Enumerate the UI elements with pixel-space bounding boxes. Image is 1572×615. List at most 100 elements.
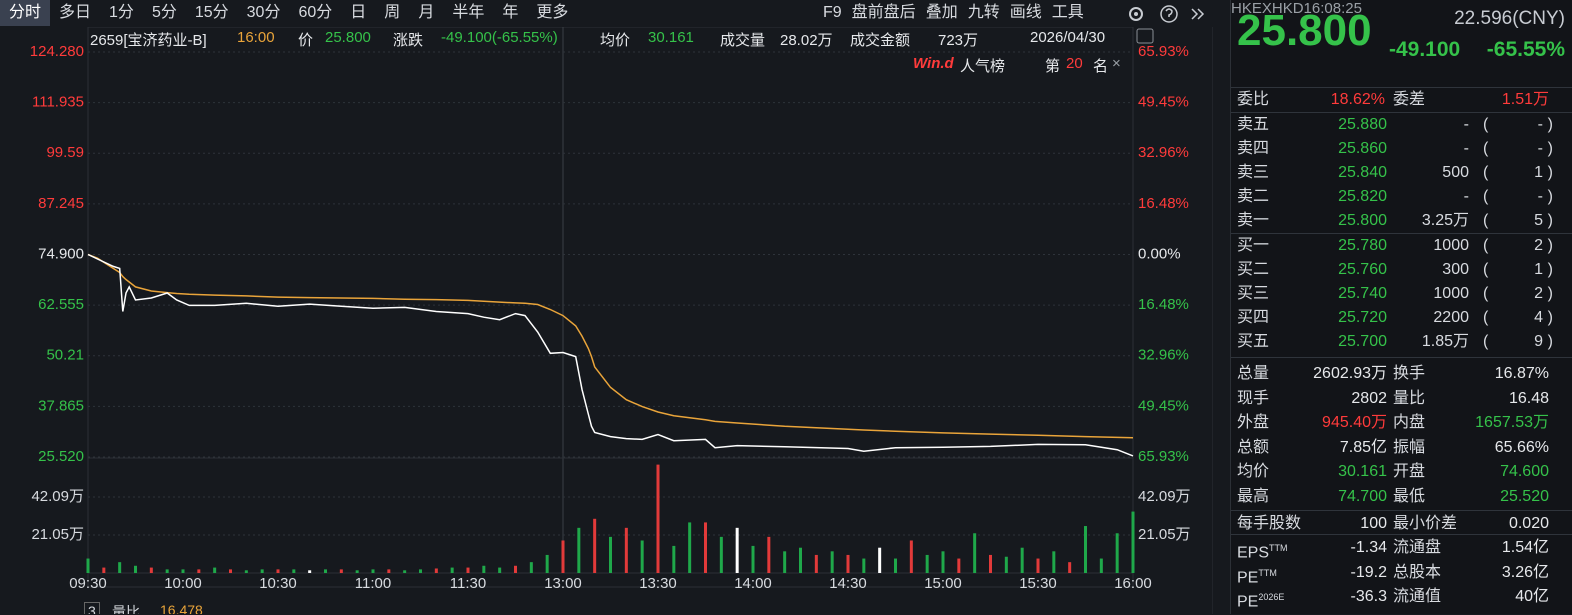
stat-value: 74.600 — [1500, 463, 1549, 481]
volume-bar — [767, 536, 771, 573]
tool-button[interactable]: 叠加 — [925, 4, 958, 21]
stat-row: EPSTTM -1.34 流通盘 1.54亿 — [1231, 536, 1572, 561]
period-tab[interactable]: 多日 — [59, 4, 92, 21]
y2-tick-label: 65.93% — [1138, 43, 1189, 60]
y-tick-label: 25.520 — [38, 448, 84, 465]
period-tab[interactable]: 半年 — [452, 4, 485, 21]
ratio-label: 委差 — [1393, 91, 1426, 108]
tool-button[interactable]: F9 — [823, 4, 842, 21]
stat-label: 流通值 — [1393, 588, 1442, 606]
stat-label: 开盘 — [1393, 463, 1426, 481]
x-tick-label: 13:00 — [544, 575, 582, 592]
info-item: 723万 — [938, 32, 979, 49]
stat-value: 7.85亿 — [1339, 438, 1387, 456]
order-level: 买二 — [1237, 261, 1270, 278]
wp-icon — [1136, 28, 1154, 44]
help-icon[interactable] — [1160, 5, 1178, 23]
period-tab[interactable]: 5分 — [151, 4, 177, 21]
period-tab[interactable]: 15分 — [194, 4, 229, 21]
order-volume: 300 — [1442, 261, 1469, 278]
ranking-badge: Win.d 人气榜 第 20 名 × — [0, 55, 1213, 75]
stat-label: 振幅 — [1393, 438, 1426, 456]
bracket: ( — [1483, 188, 1489, 205]
stat-label: 均价 — [1237, 463, 1270, 481]
stat-label: 换手 — [1393, 365, 1426, 382]
period-tab[interactable]: 更多 — [536, 4, 569, 21]
stat-label: 最小价差 — [1393, 514, 1458, 532]
order-price: 25.760 — [1338, 261, 1387, 278]
volume-bar — [371, 569, 375, 573]
order-volume: - — [1463, 116, 1469, 133]
stat-row: 外盘 945.40万 内盘 1657.53万 — [1231, 411, 1572, 435]
order-price: 25.700 — [1338, 333, 1387, 350]
stat-label-sup: TTM — [1269, 543, 1288, 554]
last-price: 25.800 — [1237, 6, 1372, 55]
order-volume: 3.25万 — [1421, 212, 1469, 229]
x-tick-label: 10:00 — [164, 575, 202, 592]
ranking-close[interactable]: × — [1112, 55, 1121, 72]
volume-bar — [434, 568, 438, 573]
tool-button[interactable]: 画线 — [1009, 4, 1042, 21]
change: -49.100 — [1389, 38, 1461, 61]
period-tab[interactable]: 1分 — [109, 4, 134, 21]
volume-bar — [213, 567, 217, 573]
info-item: 28.02万 — [780, 32, 833, 49]
stat-row: 均价 30.161 开盘 74.600 — [1231, 460, 1572, 484]
x-tick-label: 16:00 — [1114, 575, 1152, 592]
volume-bar — [355, 570, 359, 573]
period-tab[interactable]: 60分 — [298, 4, 333, 21]
volume-bar — [941, 551, 945, 573]
x-tick-label: 15:00 — [924, 575, 962, 592]
volume-bar — [229, 569, 232, 573]
stat-label: 内盘 — [1393, 414, 1426, 432]
bracket: ) — [1547, 164, 1553, 181]
info-item: -49.100(-65.55%) — [441, 29, 558, 46]
separator — [1231, 509, 1572, 511]
stat-value: 2602.93万 — [1313, 365, 1387, 382]
stat-value: 1.54亿 — [1501, 539, 1549, 557]
tool-button[interactable]: 九转 — [967, 4, 1000, 21]
expand-icon[interactable] — [1191, 8, 1205, 20]
stat-value: 65.66% — [1494, 438, 1549, 456]
order-count: - — [1537, 116, 1543, 133]
order-count: 4 — [1534, 309, 1543, 326]
ranking-name: 人气榜 — [960, 58, 1006, 75]
stat-value: 74.700 — [1338, 488, 1387, 505]
bracket: ) — [1547, 237, 1553, 254]
period-tab[interactable]: 月 — [418, 4, 435, 21]
order-volume: 500 — [1442, 164, 1469, 181]
stat-label: 流通盘 — [1393, 539, 1442, 557]
tool-button[interactable]: 盘前盘后 — [851, 4, 916, 21]
order-count: 5 — [1534, 212, 1543, 229]
volume-bar — [1099, 558, 1103, 573]
settings-icon[interactable] — [1129, 7, 1143, 21]
stat-row: 总额 7.85亿 振幅 65.66% — [1231, 436, 1572, 460]
order-count: 2 — [1534, 237, 1543, 254]
bracket: ) — [1547, 116, 1553, 133]
bracket: ) — [1547, 309, 1553, 326]
volume-tick-label: 42.09万 — [1138, 488, 1191, 505]
period-tab[interactable]: 周 — [384, 4, 401, 21]
stat-value: 3.26亿 — [1501, 563, 1549, 581]
order-count: 2 — [1534, 285, 1543, 302]
separator — [1231, 87, 1572, 88]
order-row: 卖二 25.820-(-) — [1231, 185, 1572, 209]
stat-value: 945.40万 — [1322, 414, 1387, 432]
order-price: 25.860 — [1338, 140, 1387, 157]
volume-bar — [1131, 511, 1135, 573]
quote-time: 16:08:25 — [1303, 0, 1362, 17]
period-tab[interactable]: 日 — [350, 4, 367, 21]
ratio-value: 18.62% — [1330, 91, 1385, 108]
volume-bar — [640, 540, 644, 573]
bracket: ( — [1483, 116, 1489, 133]
period-tab[interactable]: 年 — [502, 4, 519, 21]
settings-icon-core — [1134, 12, 1138, 16]
tool-button[interactable]: 工具 — [1051, 4, 1084, 21]
order-count: - — [1537, 140, 1543, 157]
order-volume: 2200 — [1433, 309, 1469, 326]
volume-bar — [688, 522, 692, 573]
currency: HKD — [1271, 0, 1304, 17]
period-tab[interactable]: 分时 — [0, 0, 51, 26]
period-tab[interactable]: 30分 — [246, 4, 281, 21]
bracket: ( — [1483, 140, 1489, 157]
